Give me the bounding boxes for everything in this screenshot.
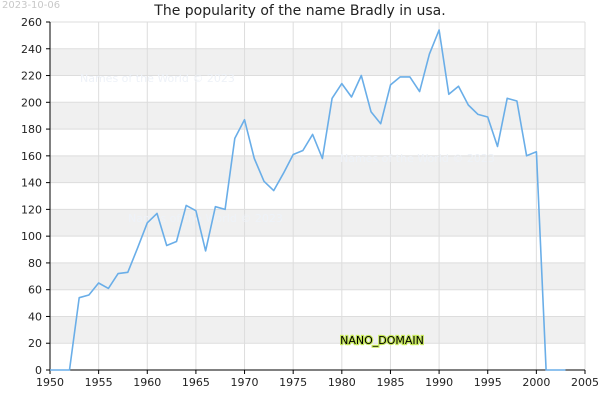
- grid-band: [50, 262, 585, 290]
- y-tick-label: 120: [21, 203, 42, 216]
- y-tick-label: 140: [21, 177, 42, 190]
- x-tick-label: 1950: [36, 376, 64, 389]
- x-tick-label: 1995: [474, 376, 502, 389]
- x-tick-label: 1960: [133, 376, 161, 389]
- x-tick-label: 1990: [425, 376, 453, 389]
- brand-label: NANO_DOMAIN: [340, 334, 424, 347]
- y-tick-label: 80: [28, 257, 42, 270]
- x-tick-label: 1965: [182, 376, 210, 389]
- chart-title: The popularity of the name Bradly in usa…: [153, 3, 445, 19]
- series-line: [50, 29, 566, 371]
- x-tick-label: 2005: [571, 376, 599, 389]
- grid-band: [50, 48, 585, 76]
- y-tick-label: 160: [21, 150, 42, 163]
- x-tick-label: 2000: [522, 376, 550, 389]
- x-tick-label: 1975: [279, 376, 307, 389]
- y-tick-label: 60: [28, 284, 42, 297]
- x-tick-label: 1970: [231, 376, 259, 389]
- series-layer: [50, 29, 566, 371]
- watermark: Names of the World © 2023: [128, 212, 283, 225]
- grid-band: [50, 209, 585, 237]
- x-tick-label: 1980: [328, 376, 356, 389]
- grid-band: [50, 316, 585, 344]
- y-tick-label: 200: [21, 96, 42, 109]
- y-tick-label: 180: [21, 123, 42, 136]
- date-stamp: 2023-10-06: [2, 0, 61, 11]
- background-bands: [50, 48, 585, 344]
- watermark: Names of the World © 2023: [80, 72, 235, 85]
- grid-band: [50, 155, 585, 183]
- y-axis-ticks: 0 20 40 60 80 100 120 140 160 180 200 220 240 260: [21, 16, 50, 377]
- x-tick-label: 1985: [376, 376, 404, 389]
- y-tick-label: 40: [28, 310, 42, 323]
- grid-band: [50, 102, 585, 130]
- x-tick-label: 1955: [85, 376, 113, 389]
- y-tick-label: 240: [21, 43, 42, 56]
- watermark: Names of the World © 2023: [340, 152, 495, 165]
- x-axis-ticks: 1950 1955 1960 1965 1970 1975 1980 1985 1990 1995…: [36, 370, 599, 389]
- y-tick-label: 100: [21, 230, 42, 243]
- y-tick-label: 20: [28, 337, 42, 350]
- axes: [49, 22, 585, 371]
- y-tick-label: 260: [21, 16, 42, 29]
- y-tick-label: 220: [21, 70, 42, 83]
- y-tick-label: 0: [35, 364, 42, 377]
